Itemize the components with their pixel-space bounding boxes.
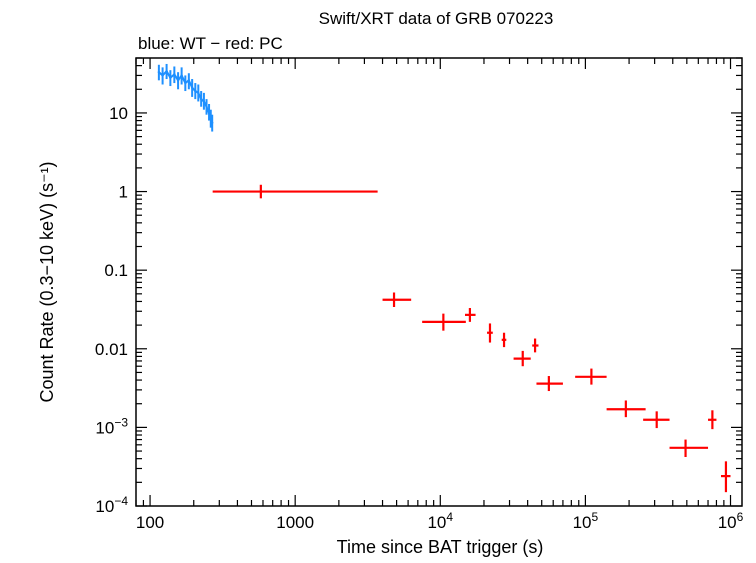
pc-point [487,323,493,343]
pc-point [606,400,646,418]
wt-point [210,121,214,124]
x-tick-label-exponent: 4 [446,510,453,524]
y-axis-title: Count Rate (0.3−10 keV) (s⁻¹) [37,161,57,402]
x-tick-label: 105 [573,510,599,532]
x-tick-label: 100 [136,513,164,532]
x-tick-label-base: 10 [718,513,737,532]
y-tick-label: 10−4 [95,494,128,516]
y-tick-label-base: 10 [95,418,114,437]
x-tick-label-base: 10 [573,513,592,532]
pc-point [708,410,717,430]
y-tick-label-base: 10 [109,104,128,123]
pc-point [501,332,507,348]
x-tick-label-exponent: 6 [737,510,744,524]
y-tick-label-exponent: −4 [114,494,128,508]
chart-title: Swift/XRT data of GRB 070223 [319,9,554,28]
pc-point [464,308,476,322]
series-pc [212,184,731,493]
x-tick-label: 104 [427,510,453,532]
plot-frame [135,57,743,507]
pc-point [382,292,412,307]
x-tick-label-base: 10 [427,513,446,532]
pc-point [536,376,563,392]
pc-point [513,350,531,367]
pc-point [422,313,466,331]
x-axis-title: Time since BAT trigger (s) [337,537,544,557]
x-tick-label: 1000 [276,513,314,532]
x-tick-label-base: 1000 [276,513,314,532]
y-tick-label: 0.01 [95,340,128,359]
pc-point [643,411,670,429]
wt-segment [187,79,194,89]
x-tick-label-exponent: 5 [592,510,599,524]
pc-point [721,461,731,493]
x-tick-label-base: 100 [136,513,164,532]
y-tick-label: 10 [109,104,128,123]
pc-point [669,439,709,458]
pc-point [532,338,539,353]
y-tick-label-exponent: −3 [114,415,128,429]
y-tick-label-base: 0.1 [104,261,128,280]
x-tick-label: 106 [718,510,744,532]
y-tick-label-base: 0.01 [95,340,128,359]
series-wt [157,63,214,132]
y-tick-label-base: 1 [119,183,128,202]
data-layer [157,63,731,493]
y-tick-label-base: 10 [95,497,114,516]
wt-segment [180,75,187,84]
pc-point [212,184,378,199]
y-tick-label: 0.1 [104,261,128,280]
pc-point [575,368,607,385]
chart-subtitle: blue: WT − red: PC [138,34,283,53]
wt-segment [165,70,172,79]
y-tick-label: 10−3 [95,415,128,437]
y-tick-label: 1 [119,183,128,202]
